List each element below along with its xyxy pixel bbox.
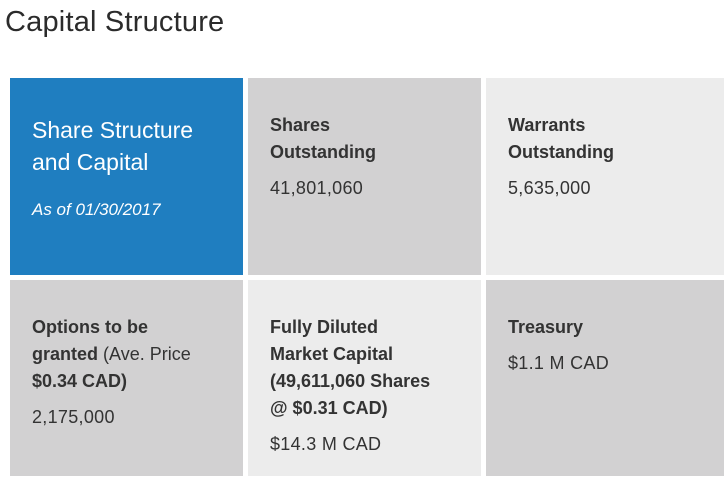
options-card: Options to be granted (Ave. Price $0.34 … — [10, 280, 243, 476]
fully-diluted-value: $14.3 M CAD — [270, 434, 382, 454]
page-title: Capital Structure — [5, 6, 225, 38]
diluted-label-line4: @ $0.31 CAD) — [270, 398, 388, 418]
warrants-outstanding-card: Warrants Outstanding 5,635,000 — [486, 78, 724, 275]
fully-diluted-label: Fully Diluted Market Capital (49,611,060… — [270, 314, 481, 422]
shares-outstanding-value: 41,801,060 — [270, 178, 364, 198]
diluted-label-line3: (49,611,060 Shares — [270, 371, 431, 391]
share-structure-title-line1: Share Structure — [32, 117, 194, 143]
warrants-label-line1: Warrants — [508, 115, 586, 135]
options-label-granted: granted — [32, 344, 104, 364]
as-of-date: As of 01/30/2017 — [32, 200, 161, 219]
treasury-card: Treasury $1.1 M CAD — [486, 280, 724, 476]
options-label-line1: Options to be — [32, 317, 148, 337]
options-label-line3: $0.34 CAD) — [32, 371, 128, 391]
warrants-outstanding-label: Warrants Outstanding — [508, 112, 724, 166]
diluted-label-line1: Fully Diluted — [270, 317, 378, 337]
shares-label-line1: Shares — [270, 115, 331, 135]
share-structure-title: Share Structure and Capital — [32, 114, 243, 178]
options-label: Options to be granted (Ave. Price $0.34 … — [32, 314, 243, 395]
options-label-ave-price: (Ave. Price — [103, 344, 191, 364]
warrants-label-line2: Outstanding — [508, 142, 614, 162]
diluted-label-line2: Market Capital — [270, 344, 394, 364]
fully-diluted-card: Fully Diluted Market Capital (49,611,060… — [248, 280, 481, 476]
options-value: 2,175,000 — [32, 407, 115, 427]
share-structure-title-line2: and Capital — [32, 149, 149, 175]
warrants-outstanding-value: 5,635,000 — [508, 178, 591, 198]
treasury-label: Treasury — [508, 314, 724, 341]
treasury-value: $1.1 M CAD — [508, 353, 610, 373]
shares-outstanding-label: Shares Outstanding — [270, 112, 481, 166]
capital-structure-grid: Share Structure and Capital As of 01/30/… — [10, 78, 725, 476]
shares-label-line2: Outstanding — [270, 142, 376, 162]
treasury-label-line1: Treasury — [508, 317, 584, 337]
share-structure-card: Share Structure and Capital As of 01/30/… — [10, 78, 243, 275]
shares-outstanding-card: Shares Outstanding 41,801,060 — [248, 78, 481, 275]
options-label-line2: granted (Ave. Price — [32, 341, 243, 368]
